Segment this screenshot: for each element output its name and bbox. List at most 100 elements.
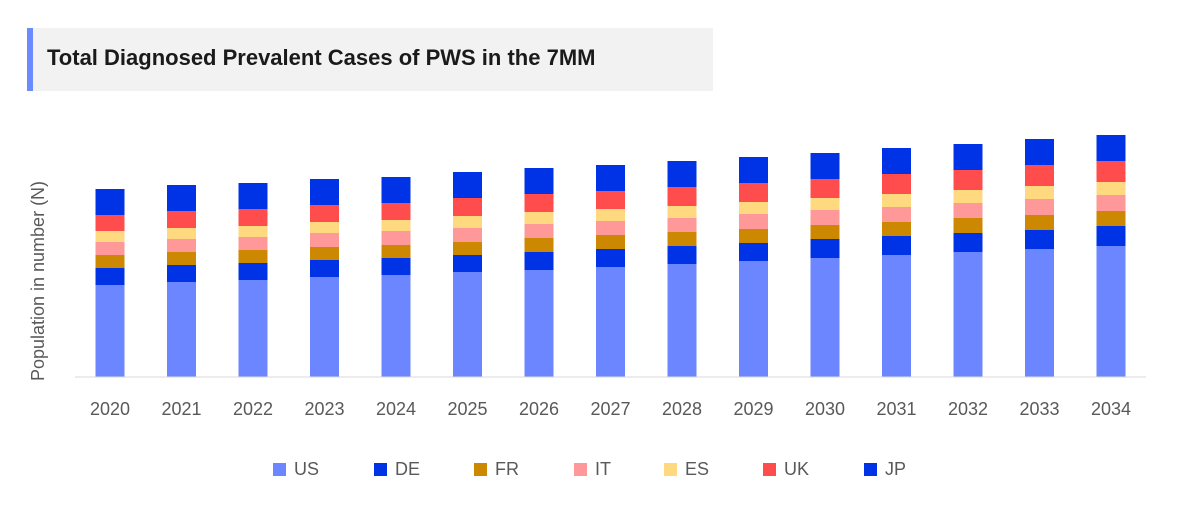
x-tick-label: 2032 — [948, 399, 988, 419]
bar-us-2021 — [167, 282, 196, 377]
bar-us-2032 — [953, 252, 983, 377]
legend-label: IT — [595, 458, 611, 479]
bar-es-2023 — [310, 222, 339, 233]
bar-de-2025 — [453, 255, 482, 272]
bar-it-2027 — [596, 221, 625, 235]
bar-jp-2033 — [1025, 139, 1054, 165]
x-tick-label: 2021 — [161, 399, 201, 419]
bar-uk-2026 — [524, 194, 554, 212]
legend-label: US — [294, 458, 320, 479]
legend-label: FR — [495, 458, 519, 479]
x-tick-label: 2024 — [376, 399, 416, 419]
bar-it-2020 — [95, 242, 125, 255]
bar-de-2020 — [95, 268, 125, 285]
bar-it-2030 — [810, 210, 840, 225]
legend-label: DE — [395, 458, 421, 479]
legend-label: ES — [685, 458, 710, 479]
bar-fr-2030 — [810, 225, 840, 239]
bar-fr-2022 — [238, 250, 268, 263]
bar-es-2026 — [524, 212, 554, 224]
bar-jp-2025 — [453, 172, 482, 198]
bar-de-2023 — [310, 260, 339, 277]
bar-fr-2024 — [381, 245, 411, 258]
bar-us-2023 — [310, 277, 339, 377]
x-tick-label: 2026 — [519, 399, 559, 419]
bar-us-2031 — [882, 255, 911, 377]
bar-de-2033 — [1025, 230, 1054, 249]
x-tick-label: 2020 — [90, 399, 130, 419]
bar-es-2029 — [739, 202, 768, 214]
bar-uk-2034 — [1096, 161, 1126, 182]
bar-jp-2031 — [882, 148, 911, 174]
bar-es-2022 — [238, 226, 268, 237]
bar-es-2032 — [953, 190, 983, 203]
x-tick-label: 2031 — [876, 399, 916, 419]
bar-it-2033 — [1025, 199, 1054, 215]
bar-fr-2031 — [882, 222, 911, 236]
bar-it-2023 — [310, 233, 339, 247]
bar-us-2024 — [381, 275, 411, 377]
bar-jp-2021 — [167, 185, 196, 211]
x-tick-label: 2023 — [304, 399, 344, 419]
bar-es-2024 — [381, 220, 411, 231]
x-tick-label: 2025 — [447, 399, 487, 419]
bar-fr-2026 — [524, 238, 554, 252]
bar-uk-2029 — [739, 183, 768, 202]
bar-jp-2030 — [810, 153, 840, 179]
bar-it-2022 — [238, 237, 268, 250]
bar-de-2030 — [810, 239, 840, 258]
bar-de-2022 — [238, 263, 268, 280]
bar-es-2027 — [596, 209, 625, 221]
bar-uk-2025 — [453, 198, 482, 216]
bar-es-2021 — [167, 228, 196, 239]
bar-es-2031 — [882, 194, 911, 207]
legend-swatch — [664, 462, 677, 476]
legend-label: JP — [885, 458, 907, 479]
title-accent-bar — [27, 28, 33, 91]
bar-it-2031 — [882, 207, 911, 222]
bar-jp-2032 — [953, 144, 983, 170]
bar-fr-2021 — [167, 252, 196, 265]
bar-us-2029 — [739, 261, 768, 377]
bar-de-2031 — [882, 236, 911, 255]
bar-fr-2020 — [95, 255, 125, 268]
bar-jp-2026 — [524, 168, 554, 194]
bar-es-2033 — [1025, 186, 1054, 199]
bar-jp-2027 — [596, 165, 625, 191]
bar-de-2034 — [1096, 226, 1126, 246]
x-tick-label: 2028 — [662, 399, 702, 419]
bar-jp-2024 — [381, 177, 411, 203]
bar-it-2026 — [524, 224, 554, 238]
bar-uk-2031 — [882, 174, 911, 194]
bar-it-2021 — [167, 239, 196, 252]
legend-swatch — [574, 462, 587, 476]
bar-uk-2027 — [596, 191, 625, 209]
bar-us-2020 — [95, 285, 125, 377]
chart-title: Total Diagnosed Prevalent Cases of PWS i… — [47, 45, 596, 70]
chart-title-box: Total Diagnosed Prevalent Cases of PWS i… — [27, 28, 713, 91]
bar-uk-2023 — [310, 205, 339, 222]
bar-es-2020 — [95, 231, 125, 242]
x-tick-label: 2027 — [590, 399, 630, 419]
bar-uk-2020 — [95, 215, 125, 231]
bars-group — [95, 135, 1126, 377]
legend-item-fr: FR — [474, 456, 519, 482]
bar-de-2028 — [667, 246, 697, 264]
bar-it-2029 — [739, 214, 768, 229]
bar-de-2021 — [167, 265, 196, 282]
bar-it-2034 — [1096, 195, 1126, 211]
bar-fr-2028 — [667, 232, 697, 246]
bar-fr-2034 — [1096, 211, 1126, 226]
bar-jp-2020 — [95, 189, 125, 215]
bar-it-2028 — [667, 218, 697, 232]
bar-uk-2033 — [1025, 165, 1054, 186]
x-tick-label: 2033 — [1019, 399, 1059, 419]
x-tick-label: 2029 — [733, 399, 773, 419]
bar-jp-2022 — [238, 183, 268, 209]
bar-jp-2034 — [1096, 135, 1126, 161]
bar-es-2025 — [453, 216, 482, 228]
x-tick-label: 2030 — [805, 399, 845, 419]
bar-jp-2029 — [739, 157, 768, 183]
legend-item-jp: JP — [864, 456, 906, 482]
bar-es-2030 — [810, 198, 840, 210]
